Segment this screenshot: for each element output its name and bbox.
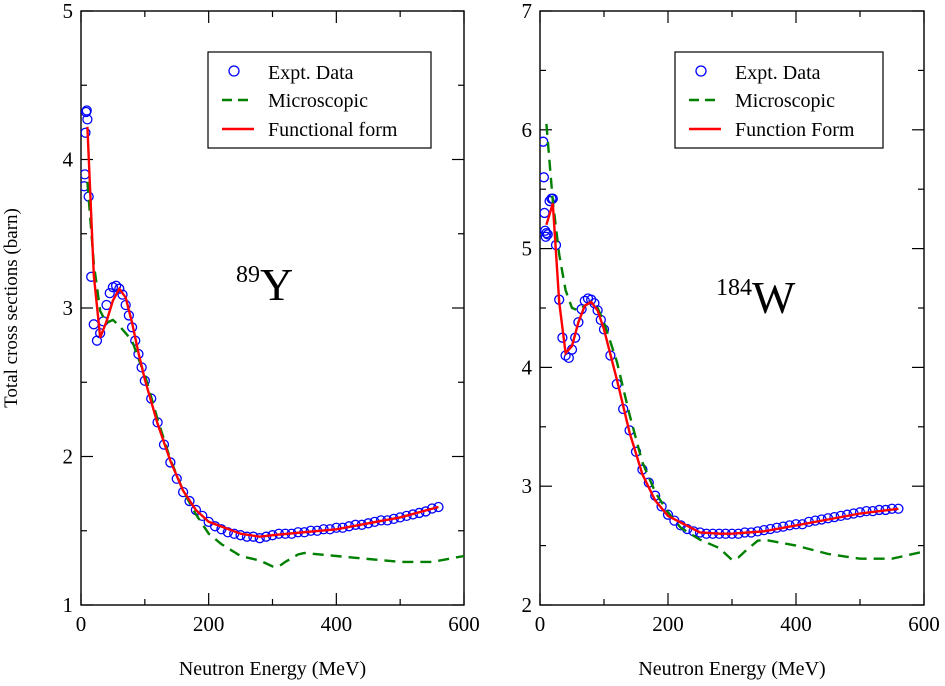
data-point bbox=[540, 231, 551, 242]
x-axis-label: Neutron Energy (MeV) bbox=[638, 658, 825, 680]
data-point bbox=[541, 228, 552, 239]
y-tick-label: 1 bbox=[63, 593, 74, 617]
isotope-mass-number: 89 bbox=[236, 262, 260, 288]
plot-area bbox=[540, 123, 924, 562]
data-point bbox=[254, 533, 265, 544]
x-axis-label: Neutron Energy (MeV) bbox=[179, 658, 366, 680]
legend-marker-circle bbox=[228, 65, 240, 77]
isotope-label: 184W bbox=[716, 272, 796, 323]
data-point bbox=[540, 207, 550, 219]
data-point bbox=[592, 305, 603, 316]
y-tick-label: 4 bbox=[522, 355, 533, 379]
data-point bbox=[110, 280, 122, 291]
x-tick-label: 200 bbox=[652, 612, 684, 636]
y-tick-label: 5 bbox=[63, 0, 74, 23]
legend-label: Functional form bbox=[268, 119, 398, 141]
panel-yttrium: 0 200 400 600 1 2 3 4 5 Neutron Energy (MeV) 89Y Ex… bbox=[63, 0, 480, 680]
data-point bbox=[114, 283, 125, 294]
isotope-mass-number: 184 bbox=[716, 275, 752, 301]
data-point bbox=[184, 495, 195, 507]
x-tick-label: 200 bbox=[193, 612, 225, 636]
panel-tungsten: 0 200 400 600 2 3 4 5 6 7 Neutron Energy (MeV) 184W… bbox=[522, 0, 940, 680]
x-tick-label: 600 bbox=[448, 612, 480, 636]
data-point bbox=[544, 195, 555, 207]
x-tick-label: 400 bbox=[780, 612, 812, 636]
legend-label: Microscopic bbox=[268, 90, 368, 112]
series-functional-form-line bbox=[545, 203, 899, 535]
legend-label: Expt. Data bbox=[735, 62, 821, 84]
data-point bbox=[104, 287, 115, 299]
y-tick-label: 7 bbox=[522, 0, 533, 23]
plot-area bbox=[81, 105, 464, 568]
data-point bbox=[81, 127, 91, 138]
data-point bbox=[88, 319, 99, 330]
isotope-symbol: W bbox=[752, 272, 796, 323]
isotope-label: 89Y bbox=[236, 259, 293, 310]
series-functional-form-line bbox=[86, 126, 439, 538]
x-tick-label: 600 bbox=[908, 612, 940, 636]
x-tick-label: 0 bbox=[535, 612, 546, 636]
legend: Expt. Data Microscopic Functional form bbox=[207, 51, 432, 149]
y-tick-label: 2 bbox=[63, 445, 74, 469]
x-tick-label: 0 bbox=[76, 612, 87, 636]
legend-label: Microscopic bbox=[735, 90, 835, 112]
y-tick-label: 6 bbox=[522, 118, 533, 142]
data-point bbox=[117, 289, 128, 300]
y-axis-label: Total cross sections (barn) bbox=[1, 208, 22, 408]
y-tick-label: 5 bbox=[522, 237, 533, 261]
data-point bbox=[540, 172, 549, 183]
series-microscopic-line bbox=[545, 123, 924, 562]
isotope-symbol: Y bbox=[260, 259, 293, 310]
series-expt-data bbox=[540, 136, 904, 539]
data-point bbox=[82, 114, 93, 125]
data-point bbox=[241, 531, 253, 542]
data-point bbox=[542, 229, 553, 240]
x-tick-label: 400 bbox=[321, 612, 353, 636]
series-microscopic-line bbox=[86, 181, 464, 568]
legend-marker-circle bbox=[695, 65, 707, 77]
y-tick-label: 2 bbox=[522, 593, 533, 617]
data-point bbox=[586, 294, 597, 305]
legend-label: Expt. Data bbox=[268, 62, 354, 84]
legend-label: Function Form bbox=[735, 119, 855, 141]
y-tick-label: 3 bbox=[522, 474, 533, 498]
legend: Expt. Data Microscopic Function Form bbox=[674, 51, 884, 149]
y-tick-label: 3 bbox=[63, 296, 74, 320]
series-expt-data bbox=[81, 105, 444, 544]
data-point bbox=[540, 136, 549, 147]
y-tick-label: 4 bbox=[63, 148, 74, 172]
